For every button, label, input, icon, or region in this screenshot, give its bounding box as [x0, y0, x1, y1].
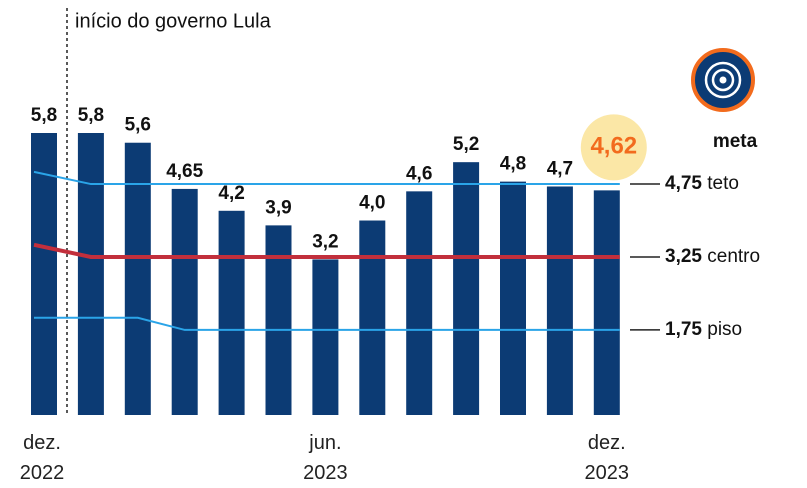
x-tick-label: dez. 2022 — [19, 432, 65, 484]
end-label: 4,75 teto — [665, 173, 739, 194]
value-label: 4,2 — [218, 183, 244, 204]
value-label: 4,65 — [166, 161, 203, 182]
value-label: 4,62 — [590, 133, 637, 160]
meta-line — [34, 316, 620, 331]
end-value: 4,75 — [665, 173, 702, 194]
end-value: 1,75 — [665, 319, 702, 340]
bar — [124, 142, 151, 416]
value-label: 3,9 — [265, 197, 291, 218]
series-name: centro — [707, 246, 760, 267]
bar — [218, 210, 245, 415]
value-label: 4,7 — [547, 158, 573, 179]
legend-title: meta — [713, 131, 758, 152]
meta-icon — [691, 48, 755, 112]
end-label: 3,25 centro — [665, 246, 760, 267]
value-label: 4,8 — [500, 154, 526, 175]
bar — [265, 225, 292, 415]
bar — [171, 188, 198, 415]
bar — [500, 181, 526, 415]
value-label: 5,8 — [78, 105, 104, 126]
value-label: 5,8 — [31, 105, 57, 126]
bar — [359, 220, 386, 415]
meta-line — [33, 242, 620, 259]
end-value: 3,25 — [665, 246, 702, 267]
highlight — [580, 114, 647, 181]
value-label: 5,6 — [125, 115, 151, 136]
bar — [453, 162, 480, 415]
value-label: 4,0 — [359, 193, 385, 214]
series-name: teto — [707, 173, 739, 194]
bar — [406, 191, 433, 415]
meta-line — [33, 170, 620, 186]
value-label: 5,2 — [453, 134, 479, 155]
annotation: início do governo Lula — [75, 10, 272, 32]
bar — [312, 259, 339, 415]
bar — [31, 133, 57, 415]
bar — [546, 186, 573, 415]
bar — [593, 190, 620, 415]
x-tick-label: dez. 2023 — [584, 432, 630, 484]
x-tick-label: jun. 2023 — [303, 432, 348, 484]
value-label: 4,6 — [406, 163, 432, 184]
series-name: piso — [707, 319, 742, 340]
end-label: 1,75 piso — [665, 319, 742, 340]
bar — [77, 133, 104, 415]
value-label: 3,2 — [312, 231, 338, 252]
